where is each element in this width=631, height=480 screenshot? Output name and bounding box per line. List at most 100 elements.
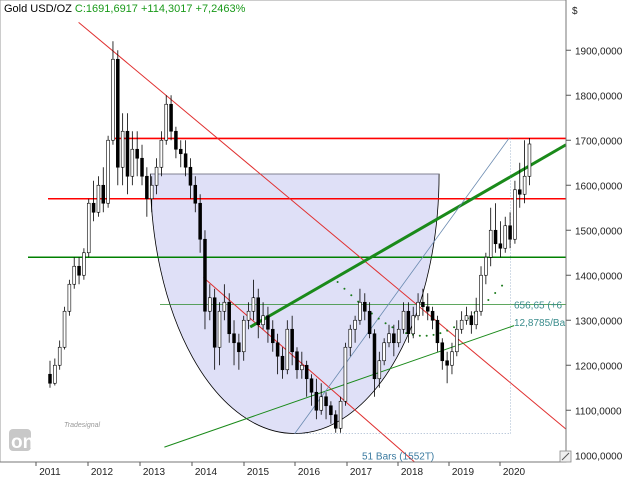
candle-body [484,256,488,276]
candle-body [464,315,469,321]
x-tick-label: 2017 [350,467,373,478]
candle-body [106,139,110,204]
x-tick-label: 2018 [401,467,424,478]
candle-body [406,310,411,335]
x-tick-label: 2011 [39,467,61,478]
candle-body [120,130,125,168]
candle-body [435,319,440,344]
candle-body [411,315,415,335]
quote-values: C:1691,6917 +114,3017 +7,2463% [74,3,246,15]
candle-body [503,225,507,249]
x-tick-label: 2020 [503,467,526,478]
candle-body [174,130,178,150]
candle-body [101,184,106,204]
projection-dot [453,326,456,329]
candle-body [217,310,222,348]
candle-body [522,175,527,195]
candle-body [227,301,231,335]
symbol-name: Gold USD/OZ [4,3,72,15]
candle-body [295,351,299,371]
candle-body [96,184,101,213]
candle-body [314,391,319,411]
projection-dot [350,294,353,297]
candle-body [416,301,420,317]
candle-body [493,229,498,245]
logo-box [9,429,31,451]
candle-body [343,346,348,402]
downtrend-line-2 [203,277,415,463]
candle-body [387,333,391,344]
candle-body [159,139,164,168]
candle-body [241,319,246,353]
candle-body [57,346,62,366]
projection-dot [494,292,497,295]
candle-body [518,189,522,195]
candle-body [135,148,139,159]
candle-body [275,342,280,357]
candle-body [300,364,304,371]
x-tick-label: 2013 [143,467,166,478]
x-tick-label: 2012 [91,467,114,478]
bars-annotation: 51 Bars (1552T) [362,451,434,462]
candle-body [392,333,396,344]
corner-toggle-icon [561,452,570,461]
x-tick-label: 2016 [298,467,321,478]
candle-body [261,315,265,326]
candle-body [353,319,357,330]
candle-body [198,202,202,240]
candle-body [86,202,91,254]
projection-dot [487,299,490,302]
candle-body [140,157,144,177]
candle-body [450,351,454,366]
y-tick-label: 1200,0000 [575,361,623,372]
candle-body [285,328,290,371]
candle-body [445,360,449,366]
candle-body [401,310,406,330]
projection-dot [343,287,346,290]
candle-body [203,238,207,312]
candle-body [304,364,309,380]
candle-body [474,310,478,326]
candle-body [91,202,96,213]
candle-body [527,143,532,177]
candle-body [246,310,251,321]
projection-dot [439,332,442,335]
candle-body [367,310,372,335]
fib-diagonal [294,138,510,434]
projection-dot [418,334,421,337]
candle-body [396,328,401,344]
candle-body [421,301,425,308]
candle-body [425,306,430,312]
candle-body [53,364,57,384]
candle-body [455,328,459,353]
candle-body [290,328,294,353]
projection-dot [377,317,380,320]
candle-body [348,328,353,348]
chart-header: Gold USD/OZ C:1691,6917 +114,3017 +7,246… [4,3,245,15]
candle-body [266,315,270,330]
candle-body [188,166,193,186]
candle-body [513,189,517,240]
projection-dot [432,333,435,336]
candle-body [382,342,386,362]
candle-body [251,297,256,312]
candle-body [440,342,445,362]
candle-body [479,274,483,312]
y-tick-label: 1600,0000 [575,181,623,192]
downtrend-line-1 [78,21,567,430]
currency-symbol: $ [572,6,578,17]
candle-body [116,58,120,168]
candle-body [232,333,236,344]
candle-body [145,175,149,200]
candle-body [358,301,362,321]
candle-body [237,342,241,353]
line-annotation: 656,65 (+6 [514,301,563,312]
candle-body [82,252,86,276]
y-tick-label: 1000,0000 [575,451,623,462]
projection-dot [405,332,408,335]
x-tick-label: 2014 [195,467,218,478]
candle-body [469,315,474,326]
candle-body [48,373,52,384]
